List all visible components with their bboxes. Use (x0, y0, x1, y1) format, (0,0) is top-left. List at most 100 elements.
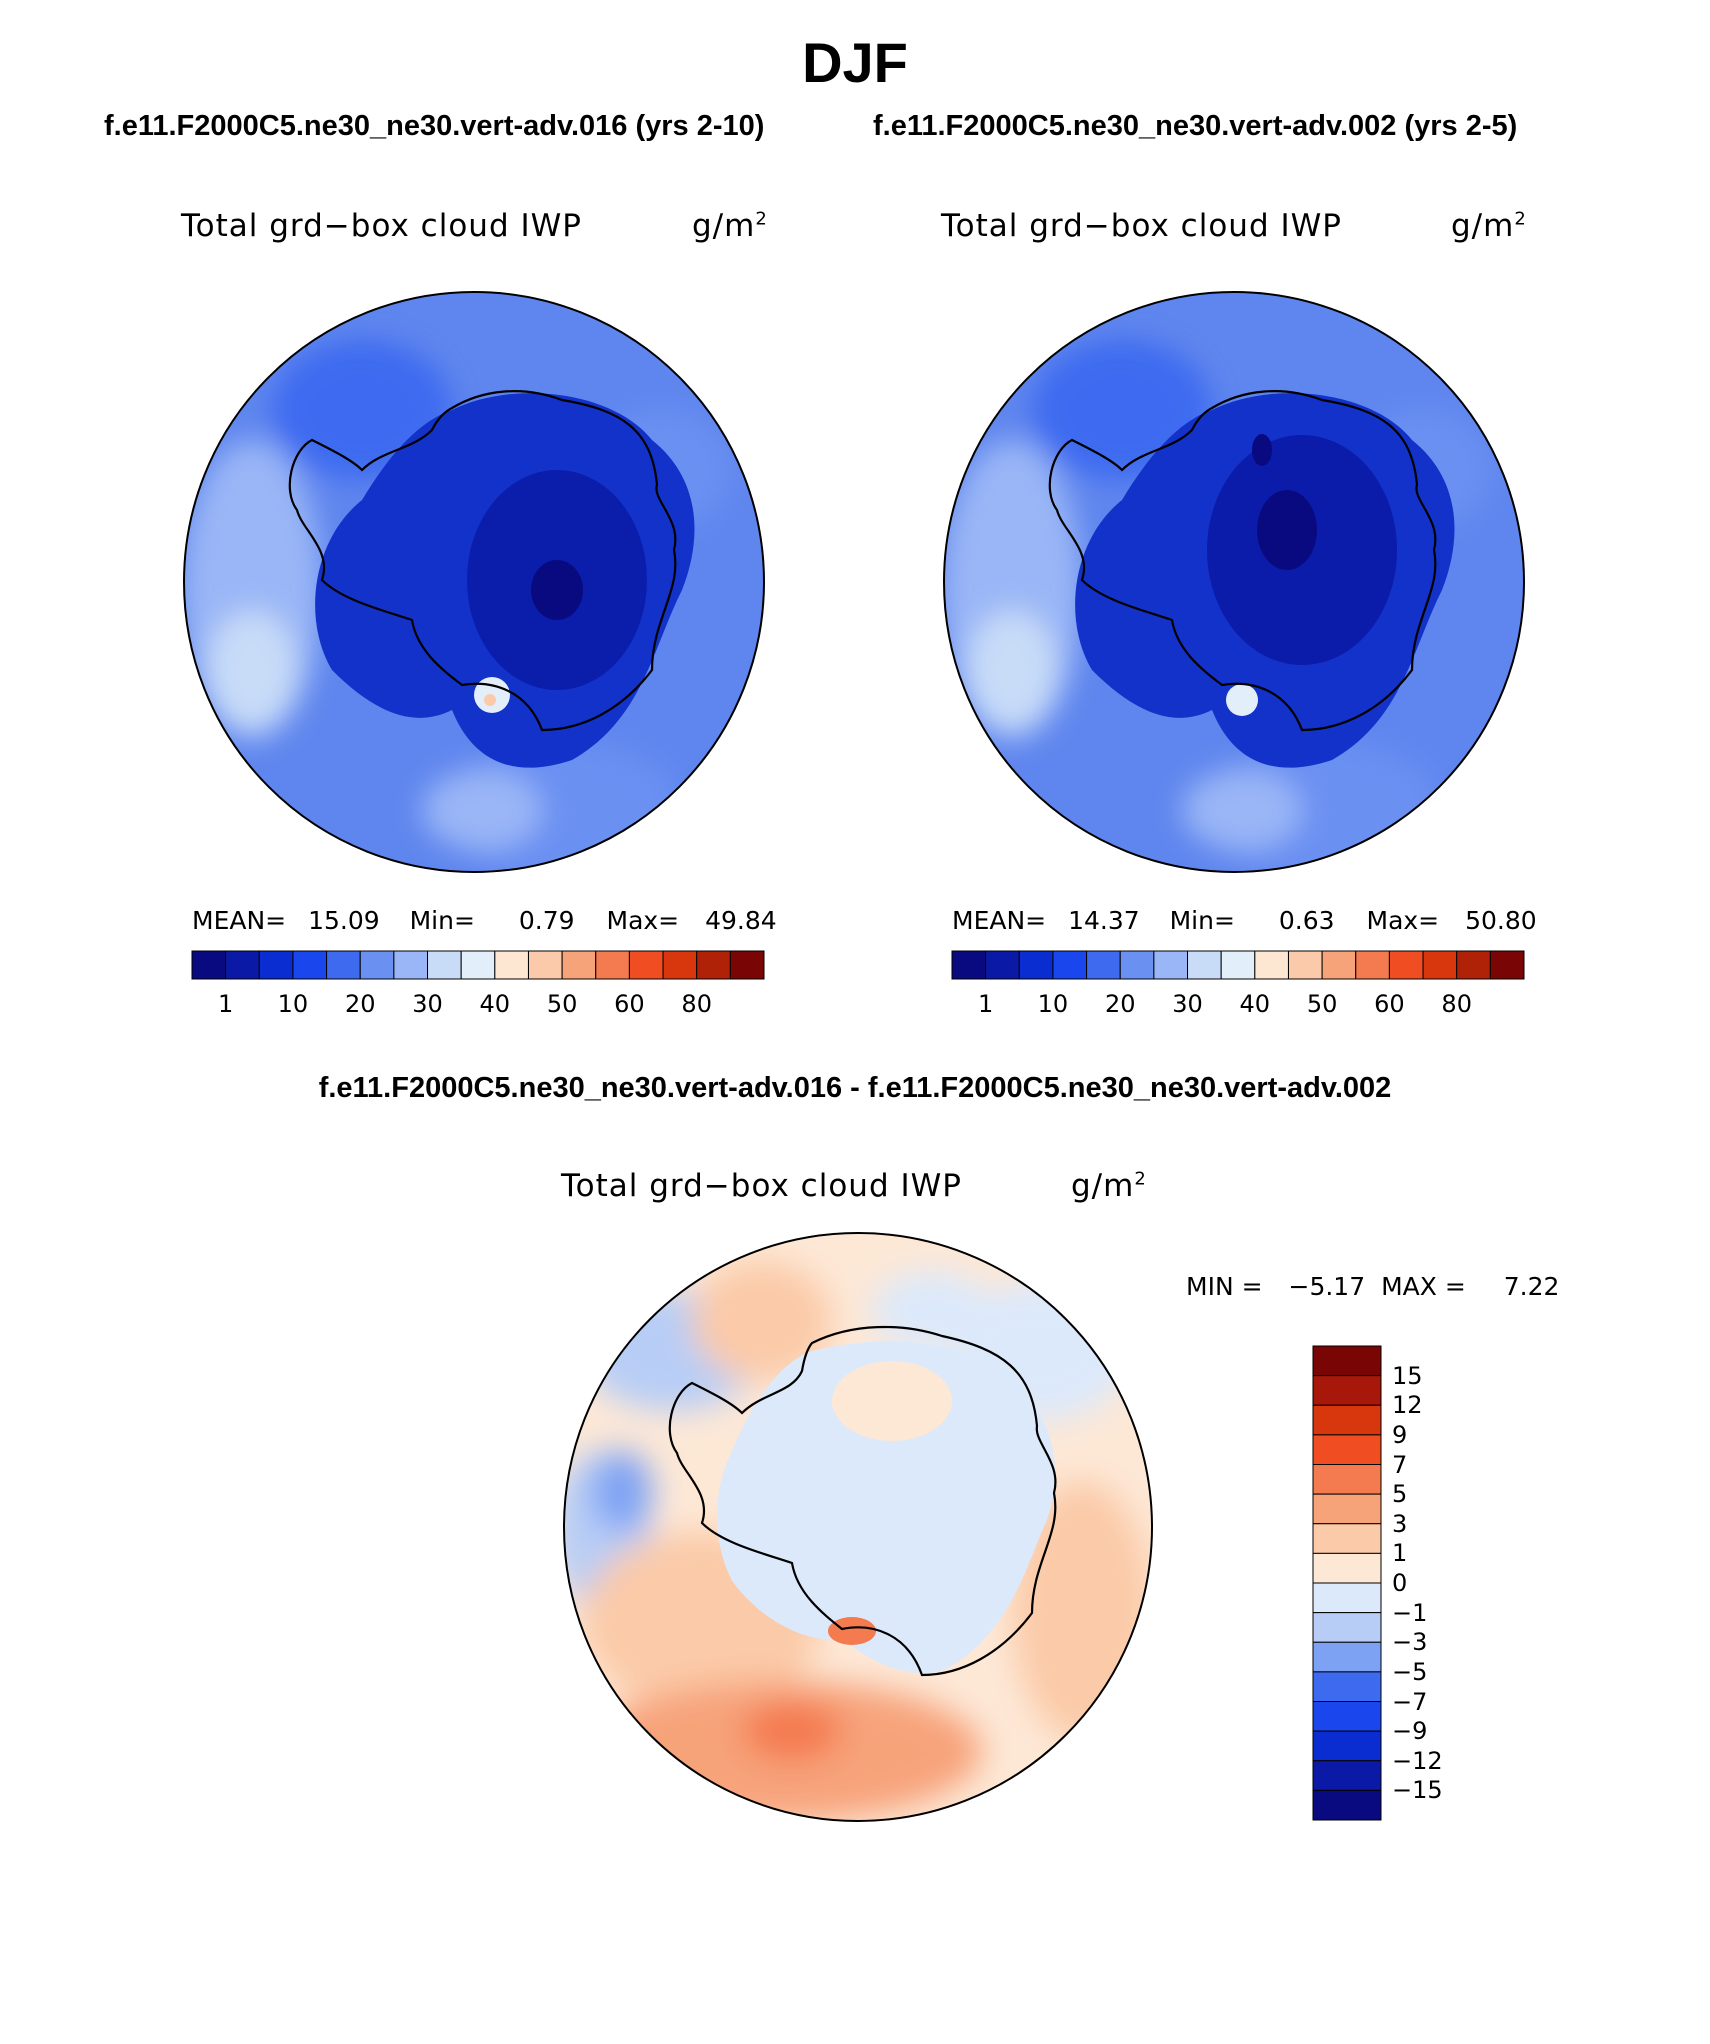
left-colorbar-swatch (258, 950, 294, 980)
right-colorbar-tick-label: 50 (1306, 990, 1338, 1018)
right-colorbar-tick-label: 10 (1037, 990, 1069, 1018)
right-colorbar-swatch (1153, 950, 1189, 980)
diff-colorbar-label: −9 (1392, 1717, 1428, 1746)
left-colorbar-swatch (729, 950, 765, 980)
right-colorbar-swatch (1355, 950, 1390, 980)
left-colorbar-swatch (427, 950, 462, 980)
left-colorbar-swatch (494, 950, 529, 980)
left-colorbar-tick-label: 30 (412, 990, 443, 1018)
season-title: DJF (802, 31, 908, 94)
diff-colorbar-swatch (1312, 1612, 1382, 1643)
diff-colorbar-swatch (1312, 1523, 1382, 1554)
diff-colorbar-label: −15 (1392, 1776, 1443, 1805)
right-polar-map (943, 291, 1525, 873)
right-max-value: 50.80 (1465, 906, 1537, 935)
right-colorbar-tick-label: 60 (1374, 990, 1405, 1018)
left-colorbar-tick-label: 80 (681, 990, 712, 1018)
left-min-label: Min= (409, 906, 475, 935)
right-map-border (943, 291, 1525, 873)
left-max-label: Max= (606, 906, 680, 935)
right-stats: MEAN= 14.37 Min= 0.63 Max= 50.80 (952, 906, 1537, 935)
right-colorbar-swatch (1187, 950, 1222, 980)
diff-colorbar-label: 3 (1392, 1509, 1408, 1538)
diff-min-value: −5.17 (1288, 1272, 1366, 1301)
right-variable-label: Total grd−box cloud IWP (941, 208, 1342, 244)
right-colorbar-swatch (1422, 950, 1458, 980)
left-colorbar-swatch (359, 950, 395, 980)
left-stats: MEAN= 15.09 Min= 0.79 Max= 49.84 (192, 906, 777, 935)
difference-title: f.e11.F2000C5.ne30_ne30.vert-adv.016 - f… (318, 1072, 1392, 1104)
diff-colorbar (1312, 1345, 1382, 1821)
left-mean-value: 15.09 (308, 906, 380, 935)
diff-colorbar-label: 0 (1392, 1569, 1408, 1597)
diff-colorbar-label: 12 (1392, 1391, 1423, 1420)
right-coastline (1048, 390, 1437, 732)
left-colorbar (191, 950, 765, 980)
left-colorbar-swatch (191, 950, 227, 980)
right-colorbar-swatch (1287, 950, 1323, 980)
right-mean-value: 14.37 (1068, 906, 1140, 935)
left-colorbar-swatch (460, 950, 496, 980)
diff-polar-map (563, 1232, 1153, 1822)
left-colorbar-swatch (662, 950, 698, 980)
right-colorbar-ticks: 1 10 20 30 40 50 60 80 (952, 990, 1524, 1020)
diff-colorbar-swatch (1312, 1671, 1382, 1702)
diff-units-exponent: 2 (1134, 1168, 1147, 1190)
diff-colorbar-swatch (1312, 1641, 1382, 1673)
diff-colorbar-label: 7 (1392, 1450, 1408, 1479)
left-units-label: g/m2 (692, 208, 768, 244)
right-colorbar-swatch (951, 950, 987, 980)
left-colorbar-swatch (527, 950, 563, 980)
right-colorbar-tick-label: 1 (978, 990, 994, 1018)
right-colorbar-swatch (1388, 950, 1424, 980)
right-colorbar-swatch (1018, 950, 1054, 980)
diff-colorbar-label: 1 (1392, 1539, 1408, 1568)
left-colorbar-tick-label: 50 (546, 990, 578, 1018)
left-colorbar-swatch (393, 950, 429, 980)
right-colorbar-swatch (1220, 950, 1256, 980)
right-units: g/m (1451, 208, 1515, 244)
diff-map-border (563, 1232, 1153, 1822)
left-colorbar-tick-label: 40 (479, 990, 511, 1018)
left-colorbar-swatch (696, 950, 731, 980)
right-colorbar-swatch (1254, 950, 1289, 980)
diff-stats: MIN = −5.17 MAX = 7.22 (1186, 1272, 1559, 1301)
left-colorbar-swatch (292, 950, 328, 980)
diff-colorbar-label: −12 (1392, 1746, 1443, 1775)
diff-colorbar-swatch (1312, 1582, 1382, 1614)
diff-colorbar-swatch (1312, 1464, 1382, 1495)
left-mean-label: MEAN= (192, 906, 287, 935)
diff-colorbar-label: 15 (1392, 1361, 1423, 1390)
right-max-label: Max= (1366, 906, 1440, 935)
diff-colorbar-label: 5 (1392, 1480, 1408, 1509)
diff-units-label: g/m2 (1071, 1168, 1147, 1204)
diff-colorbar-swatch (1312, 1345, 1382, 1377)
diff-colorbar-swatch (1312, 1493, 1382, 1525)
left-colorbar-swatch (628, 950, 664, 980)
right-units-exponent: 2 (1514, 208, 1527, 230)
left-units: g/m (692, 208, 756, 244)
diff-colorbar-swatch (1312, 1701, 1382, 1732)
right-colorbar-swatch (1086, 950, 1121, 980)
right-colorbar-tick-label: 20 (1104, 990, 1136, 1018)
left-colorbar-swatch (225, 950, 260, 980)
left-map-border (183, 291, 765, 873)
diff-max-value: 7.22 (1503, 1272, 1560, 1301)
left-case-title: f.e11.F2000C5.ne30_ne30.vert-adv.016 (yr… (104, 110, 765, 142)
diff-max-label: MAX = (1381, 1272, 1466, 1301)
right-colorbar-tick-label: 40 (1239, 990, 1271, 1018)
diff-colorbar-swatch (1312, 1404, 1382, 1436)
right-colorbar-swatch (1052, 950, 1088, 980)
right-colorbar-swatch (985, 950, 1020, 980)
diff-colorbar-label: 9 (1392, 1420, 1408, 1449)
diff-colorbar-swatch (1312, 1434, 1382, 1465)
diff-colorbar-label: −1 (1392, 1598, 1428, 1627)
diff-colorbar-swatch (1312, 1375, 1382, 1406)
right-min-value: 0.63 (1278, 906, 1335, 935)
left-colorbar-tick-label: 20 (344, 990, 376, 1018)
right-colorbar-swatch (1321, 950, 1357, 980)
diff-continent-field (717, 1341, 1056, 1674)
diff-coastline (668, 1325, 1057, 1677)
left-colorbar-swatch (326, 950, 361, 980)
right-colorbar-tick-label: 30 (1172, 990, 1203, 1018)
